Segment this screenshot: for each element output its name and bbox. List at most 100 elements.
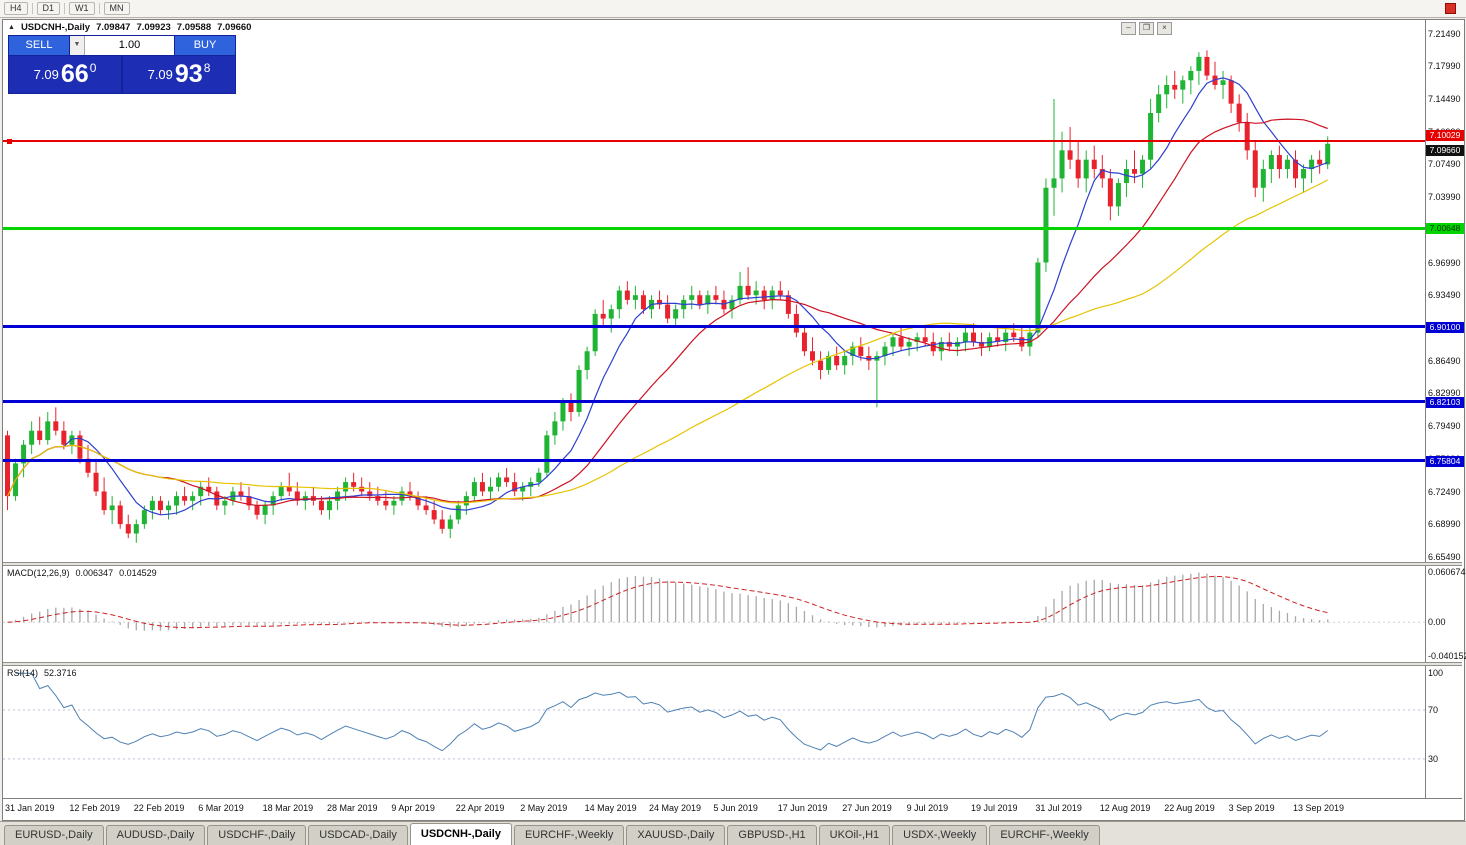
date-label: 27 Jun 2019 — [842, 803, 892, 813]
date-label: 9 Jul 2019 — [906, 803, 949, 813]
date-label: 17 Jun 2019 — [777, 803, 828, 813]
date-label: 6 Mar 2019 — [198, 803, 244, 813]
chart-tab[interactable]: USDCHF-,Daily — [207, 825, 307, 845]
timeframe-h4-button[interactable]: H4 — [4, 2, 28, 15]
price-badge: 6.90100 — [1426, 321, 1464, 333]
price-badge: 6.82103 — [1426, 396, 1464, 408]
horizontal-line[interactable] — [3, 400, 1425, 404]
price-tick: 6.72490 — [1428, 486, 1461, 497]
date-label: 12 Aug 2019 — [1099, 803, 1151, 813]
rsi-value: 52.3716 — [44, 668, 77, 678]
sell-price-prefix: 7.09 — [33, 67, 59, 82]
date-label: 31 Jan 2019 — [5, 803, 55, 813]
rsi-axis-label: 30 — [1428, 753, 1439, 764]
chart-tab[interactable]: UKOil-,H1 — [818, 825, 891, 845]
date-label: 2 May 2019 — [520, 803, 568, 813]
date-label: 3 Sep 2019 — [1228, 803, 1275, 813]
pane-separator[interactable] — [3, 662, 1462, 666]
timeframe-w1-button[interactable]: W1 — [69, 2, 95, 15]
toolbar-separator — [31, 3, 33, 14]
timeframe-mn-button[interactable]: MN — [103, 2, 130, 15]
chart-tab[interactable]: GBPUSD-,H1 — [727, 825, 817, 845]
price-axis[interactable]: 7.10029 7.00648 6.90100 6.82103 6.75804 7.096… — [1425, 20, 1466, 798]
date-label: 22 Aug 2019 — [1164, 803, 1215, 813]
toolbar-separator — [98, 3, 100, 14]
date-label: 13 Sep 2019 — [1293, 803, 1345, 813]
volume-dropdown-icon[interactable]: ▼ — [70, 36, 85, 55]
macd-svg — [3, 572, 1425, 631]
candles — [5, 50, 1331, 543]
window-controls: – ❐ × — [1121, 22, 1172, 35]
macd-value-main: 0.006347 — [75, 568, 114, 578]
volume-value[interactable]: 1.00 — [118, 39, 141, 51]
date-label: 18 Mar 2019 — [262, 803, 314, 813]
price-tick: 7.21490 — [1428, 28, 1461, 39]
chart-tab[interactable]: EURCHF-,Weekly — [513, 825, 625, 845]
chart-tab[interactable]: USDX-,Weekly — [892, 825, 988, 845]
buy-price-display[interactable]: 7.09 93 8 — [123, 56, 235, 93]
date-label: 22 Apr 2019 — [455, 803, 505, 813]
date-label: 14 May 2019 — [584, 803, 637, 813]
price-badge: 7.10029 — [1426, 129, 1464, 141]
date-label: 19 Jul 2019 — [971, 803, 1018, 813]
timeframe-d1-button[interactable]: D1 — [36, 2, 61, 15]
ohlc-low: 7.09588 — [176, 22, 212, 33]
price-tick: 7.07490 — [1428, 159, 1461, 170]
date-label: 24 May 2019 — [649, 803, 702, 813]
date-label: 22 Feb 2019 — [133, 803, 185, 813]
date-label: 28 Mar 2019 — [327, 803, 378, 813]
collapse-trade-panel-icon[interactable]: ▲ — [8, 24, 15, 31]
candlesticks-svg — [5, 50, 1331, 543]
macd-label: MACD(12,26,9) 0.006347 0.014529 — [7, 568, 157, 578]
macd-histogram — [14, 572, 1329, 631]
chart-tab[interactable]: EURUSD-,Daily — [4, 825, 104, 845]
price-tick: 6.93490 — [1428, 290, 1461, 301]
price-chart-pane[interactable]: ▲ USDCNH-,Daily 7.09847 7.09923 7.09588 … — [3, 20, 1425, 562]
ohlc-open: 7.09847 — [96, 22, 131, 33]
price-tick: 7.03990 — [1428, 192, 1461, 203]
price-tick: 6.82990 — [1428, 388, 1461, 399]
buy-button[interactable]: BUY — [175, 36, 235, 55]
pane-separator[interactable] — [3, 562, 1462, 566]
chart-tab[interactable]: AUDUSD-,Daily — [105, 825, 206, 845]
line-handle[interactable] — [7, 138, 12, 144]
ohlc-close: 7.09660 — [217, 22, 252, 33]
volume-stepper[interactable]: ▼ 1.00 — [70, 36, 174, 55]
horizontal-line[interactable] — [3, 459, 1425, 463]
toolbar-separator — [64, 3, 66, 14]
macd-pane[interactable]: MACD(12,26,9) 0.006347 0.014529 — [3, 566, 1425, 662]
price-badge: 7.00648 — [1426, 223, 1464, 235]
horizontal-line[interactable] — [3, 226, 1425, 230]
chart-tab[interactable]: EURCHF-,Weekly — [989, 825, 1100, 845]
chart-tab[interactable]: USDCAD-,Daily — [308, 825, 408, 845]
timeframe-toolbar: H4 D1 W1 MN — [0, 0, 1466, 18]
date-label: 31 Jul 2019 — [1035, 803, 1082, 813]
chart-tab[interactable]: XAUUSD-,Daily — [626, 825, 726, 845]
time-axis[interactable]: 31 Jan 2019 12 Feb 2019 22 Feb 2019 6 Mar 2… — [3, 798, 1462, 820]
price-tick: 7.17990 — [1428, 61, 1461, 72]
buy-price-big: 93 — [174, 60, 203, 88]
price-tick: 6.96990 — [1428, 257, 1461, 268]
horizontal-line[interactable] — [3, 325, 1425, 329]
date-label: 12 Feb 2019 — [69, 803, 120, 813]
horizontal-line[interactable] — [3, 139, 1425, 142]
rsi-pane[interactable]: RSI(14) 52.3716 — [3, 666, 1425, 798]
current-price-badge: 7.09660 — [1426, 145, 1464, 157]
close-icon[interactable]: × — [1157, 22, 1172, 35]
ma-lines — [6, 77, 1328, 516]
date-label: 9 Apr 2019 — [391, 803, 435, 813]
restore-icon[interactable]: ❐ — [1139, 22, 1154, 35]
chart-tab[interactable]: USDCNH-,Daily — [409, 823, 512, 845]
minimize-icon[interactable]: – — [1121, 22, 1136, 35]
ohlc-high: 7.09923 — [136, 22, 171, 33]
rsi-axis-label: 100 — [1428, 668, 1444, 679]
sell-price-display[interactable]: 7.09 66 0 — [9, 56, 121, 93]
chart-tabs-bar: EURUSD-,Daily AUDUSD-,Daily USDCHF-,Daily U… — [0, 821, 1466, 845]
rsi-name: RSI(14) — [7, 668, 39, 678]
price-tick: 6.68990 — [1428, 519, 1461, 530]
macd-axis-label: 0.060674 — [1428, 567, 1466, 578]
macd-axis-label: -0.040152 — [1428, 650, 1466, 661]
one-click-trading-panel: SELL ▼ 1.00 BUY 7.09 66 0 7.09 93 8 — [8, 35, 236, 94]
sell-button[interactable]: SELL — [9, 36, 69, 55]
symbol-period-label: USDCNH-,Daily — [20, 22, 91, 33]
